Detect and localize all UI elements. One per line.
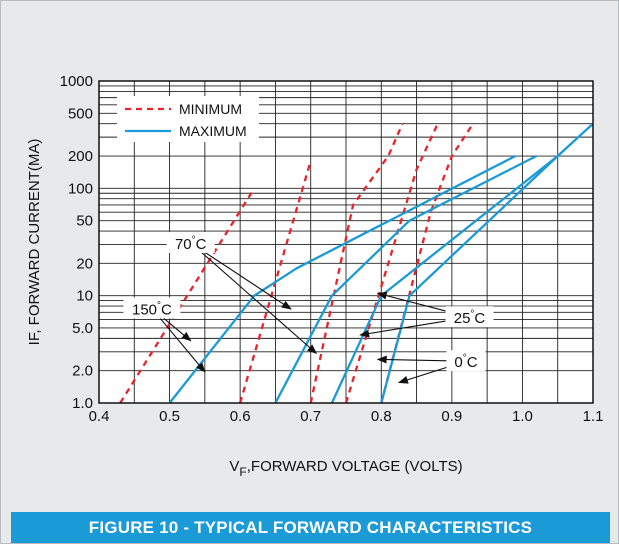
x-tick-label: 0.6 xyxy=(230,408,251,425)
annotation-70c: 70°C xyxy=(166,231,318,355)
y-tick-label: 1.0 xyxy=(72,395,93,412)
annotation-arrow xyxy=(190,242,318,355)
x-tick-label: 0.7 xyxy=(300,408,321,425)
legend: MINIMUM MAXIMUM xyxy=(117,96,259,142)
series-lines xyxy=(119,122,594,404)
maximum-curve-70c xyxy=(274,154,538,404)
legend-box xyxy=(117,96,259,142)
annotation-150c: 150°C xyxy=(123,297,206,373)
forward-characteristics-chart: 0.4 0.5 0.6 0.7 0.8 0.9 1.0 1.1 1.0 2.0 5.0 10 20 50… xyxy=(26,73,604,479)
annotation-0c: 0°C xyxy=(376,350,486,384)
annotation-label: 70°C xyxy=(175,235,207,253)
plot-border xyxy=(98,80,594,404)
annotation-label-bg xyxy=(166,231,215,253)
annotation-label-bg xyxy=(445,306,494,328)
annotation-arrow xyxy=(151,308,206,373)
annotation-label: 25°C xyxy=(454,309,486,327)
x-tick-label: 0.5 xyxy=(159,408,180,425)
x-axis-label-main: V xyxy=(229,458,239,475)
annotation-label: 0°C xyxy=(454,353,477,371)
annotation-25c: 25°C xyxy=(359,291,494,338)
x-axis-label-rest: ,FORWARD VOLTAGE (VOLTS) xyxy=(247,458,463,475)
y-tick-label: 5.0 xyxy=(72,320,93,337)
y-tick-label: 100 xyxy=(68,180,93,197)
y-tick-label: 1000 xyxy=(60,73,93,90)
legend-label-maximum: MAXIMUM xyxy=(179,123,247,139)
x-tick-label: 0.9 xyxy=(441,408,462,425)
x-axis-label-sub: F xyxy=(239,465,246,479)
minimum-curve-0c xyxy=(344,123,439,404)
x-tick-label: 1.0 xyxy=(512,408,533,425)
minimum-curve-25c xyxy=(309,123,404,404)
maximum-curve-0c xyxy=(380,155,559,404)
x-tick-label: 1.1 xyxy=(583,408,604,425)
minimum-curve-0c xyxy=(380,123,474,404)
maximum-curve-25c xyxy=(330,122,594,404)
y-tick-labels: 1.0 2.0 5.0 10 20 50 100 200 500 1000 xyxy=(60,73,93,412)
annotation-label-bg xyxy=(446,350,486,372)
annotations: 70°C 150°C 25°C 0°C xyxy=(123,231,494,384)
x-tick-label: 0.8 xyxy=(371,408,392,425)
minimum-curve-150c xyxy=(119,187,256,404)
legend-label-minimum: MINIMUM xyxy=(179,101,242,117)
x-tick-label: 0.4 xyxy=(89,408,110,425)
x-tick-labels: 0.4 0.5 0.6 0.7 0.8 0.9 1.0 1.1 xyxy=(89,408,604,425)
y-tick-label: 2.0 xyxy=(72,363,93,380)
annotation-label-bg xyxy=(123,297,181,319)
y-tick-label: 500 xyxy=(68,105,93,122)
y-tick-label: 50 xyxy=(76,213,93,230)
x-axis-label: VF,FORWARD VOLTAGE (VOLTS) xyxy=(229,458,462,479)
annotation-label: 150°C xyxy=(132,300,172,318)
maximum-curve-150c xyxy=(168,154,516,404)
y-tick-label: 200 xyxy=(68,148,93,165)
y-axis-label: IF, FORWARD CURRENT(MA) xyxy=(26,139,43,346)
y-tick-label: 20 xyxy=(76,255,93,272)
annotation-arrow xyxy=(190,242,292,310)
y-tick-label: 10 xyxy=(76,288,93,305)
figure-caption: FIGURE 10 - TYPICAL FORWARD CHARACTERIST… xyxy=(11,512,610,543)
